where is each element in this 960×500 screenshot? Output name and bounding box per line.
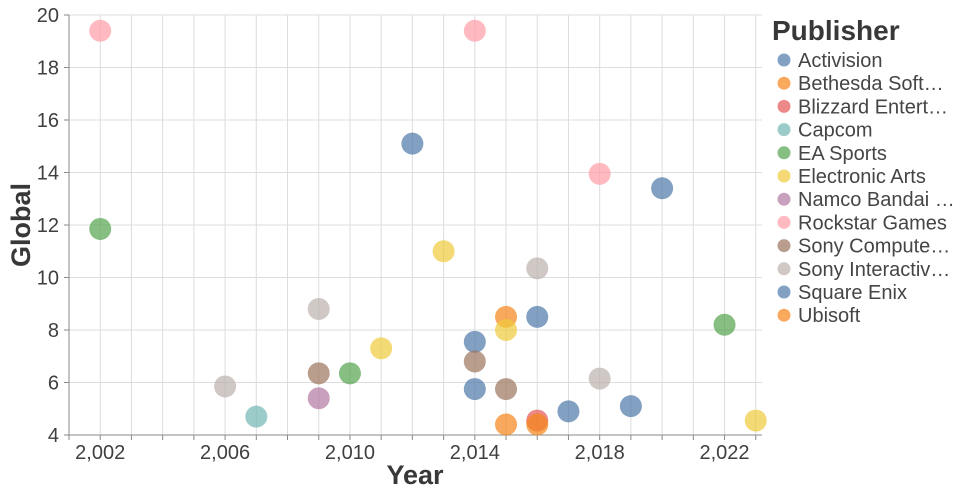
point-square-enix-2019 bbox=[619, 395, 642, 418]
point-activision-2012 bbox=[401, 132, 424, 155]
y-tick-label: 8 bbox=[48, 320, 59, 342]
point-ea-sports-2022 bbox=[713, 313, 736, 336]
point-activision-2020 bbox=[651, 177, 674, 200]
point-rockstar-games-2018 bbox=[588, 162, 611, 185]
x-axis-title: Year bbox=[386, 460, 444, 490]
point-electronic-arts-2015 bbox=[495, 319, 518, 341]
legend-entry-label: Ubisoft bbox=[798, 305, 861, 327]
legend-entry-label: Activision bbox=[798, 50, 882, 72]
y-tick-label: 16 bbox=[37, 110, 59, 132]
legend-entry-label: Square Enix bbox=[798, 282, 907, 304]
legend-entry-label: Sony Interactiv… bbox=[798, 259, 950, 281]
points-layer bbox=[89, 19, 767, 436]
legend-swatch bbox=[777, 262, 791, 276]
legend-entry-label: EA Sports bbox=[798, 143, 887, 165]
legend-swatch bbox=[777, 76, 791, 90]
point-ubisoft-2016 bbox=[526, 413, 549, 436]
y-gridlines bbox=[69, 14, 762, 436]
x-tick-label: 2,014 bbox=[450, 442, 500, 464]
point-sony-compute--2015 bbox=[495, 378, 518, 401]
x-tick-label: 2,010 bbox=[325, 442, 375, 464]
y-tick-label: 12 bbox=[37, 215, 59, 237]
y-tick-label: 6 bbox=[48, 373, 59, 395]
legend-entry-label: Blizzard Entert… bbox=[798, 96, 948, 118]
legend-entry-label: Rockstar Games bbox=[798, 212, 947, 234]
point-activision-2014 bbox=[463, 330, 486, 353]
legend-swatch bbox=[777, 53, 791, 67]
legend-swatch bbox=[777, 192, 791, 206]
y-axis-title: Global bbox=[6, 183, 36, 267]
y-tick-label: 18 bbox=[37, 58, 59, 80]
legend-entry-label: Electronic Arts bbox=[798, 166, 926, 188]
y-tick-labels: 4 6 8 10 12 14 16 18 20 bbox=[37, 5, 59, 447]
legend-entry-label: Namco Bandai … bbox=[798, 189, 955, 211]
x-tick-label: 2,006 bbox=[200, 442, 250, 464]
x-tick-label: 2,002 bbox=[75, 442, 125, 464]
legend-entry-label: Sony Compute… bbox=[798, 236, 950, 258]
y-tick-label: 20 bbox=[37, 5, 59, 27]
point-ea-sports-2002 bbox=[89, 217, 112, 240]
x-tick-label: 2,022 bbox=[700, 442, 750, 464]
point-sony-interactiv--2016 bbox=[526, 257, 549, 280]
point-activision-2016 bbox=[526, 305, 549, 328]
point-rockstar-games-2014 bbox=[463, 19, 486, 42]
legend-swatch bbox=[777, 215, 791, 229]
point-sony-interactiv--2018 bbox=[588, 367, 611, 390]
point-square-enix-2017 bbox=[557, 400, 580, 423]
point-activision-2014 bbox=[463, 378, 486, 401]
legend-swatch bbox=[777, 308, 791, 322]
x-tick-labels: 2,002 2,006 2,010 2,014 2,018 2,022 bbox=[75, 442, 749, 464]
x-tick-marks bbox=[68, 435, 757, 440]
point-electronic-arts-2023 bbox=[744, 409, 767, 432]
y-tick-label: 10 bbox=[37, 268, 59, 290]
x-tick-label: 2,018 bbox=[575, 442, 625, 464]
y-tick-marks bbox=[64, 14, 69, 436]
point-sony-interactiv--2006 bbox=[214, 375, 237, 398]
point-capcom-2007 bbox=[245, 405, 268, 428]
point-ubisoft-2015 bbox=[495, 413, 518, 436]
point-sony-compute--2014 bbox=[463, 350, 486, 373]
point-rockstar-games-2002 bbox=[89, 19, 112, 42]
y-tick-label: 4 bbox=[48, 425, 59, 447]
legend-entry-label: Bethesda Soft… bbox=[798, 73, 944, 95]
point-electronic-arts-2013 bbox=[432, 240, 455, 263]
point-electronic-arts-2011 bbox=[370, 337, 393, 360]
legend-swatch bbox=[777, 99, 791, 113]
point-sony-interactiv--2009 bbox=[307, 298, 330, 320]
legend-title: Publisher bbox=[772, 15, 900, 46]
legend-swatch bbox=[777, 146, 791, 160]
point-sony-compute--2009 bbox=[307, 362, 330, 385]
y-tick-label: 14 bbox=[37, 163, 59, 185]
point-ea-sports-2010 bbox=[338, 362, 361, 385]
legend-swatch bbox=[777, 239, 791, 253]
point-namco-bandai--2009 bbox=[307, 387, 330, 410]
legend-swatch bbox=[777, 123, 791, 137]
legend-swatch bbox=[777, 169, 791, 183]
legend-swatch bbox=[777, 285, 791, 299]
legend-entry-label: Capcom bbox=[798, 120, 872, 142]
